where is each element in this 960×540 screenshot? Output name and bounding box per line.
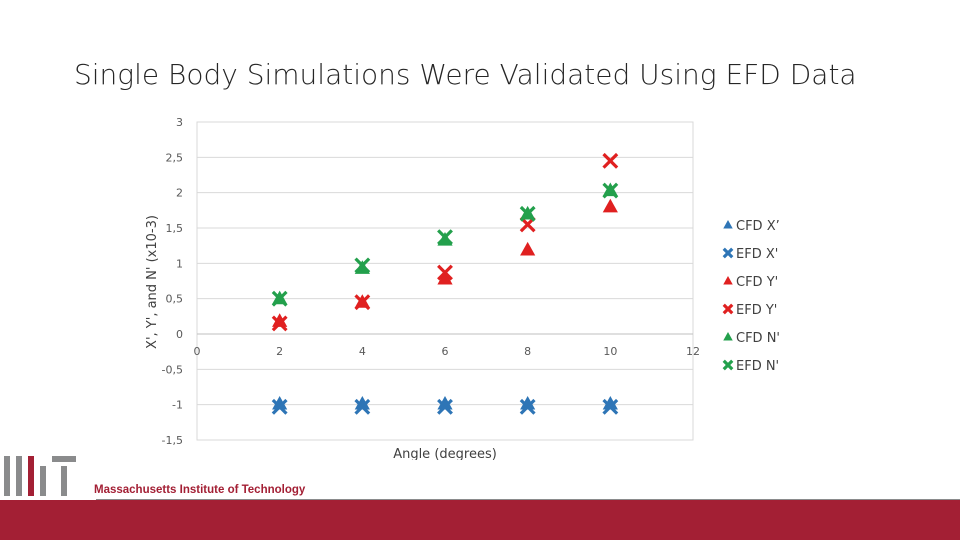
- y-tick-label: 0: [176, 328, 183, 341]
- y-tick-label: 1,5: [166, 222, 184, 235]
- data-point: [520, 241, 536, 256]
- legend-marker: [722, 359, 734, 371]
- legend-label: EFD N': [736, 359, 779, 374]
- data-point: [271, 398, 288, 415]
- data-point: [437, 398, 453, 415]
- data-point: [437, 270, 453, 285]
- data-markers: [271, 152, 619, 415]
- data-point: [354, 257, 371, 274]
- data-point: [437, 229, 453, 246]
- footer: Massachusetts Institute of Technology: [0, 452, 960, 540]
- slide-title: Single Body Simulations Were Validated U…: [74, 58, 857, 91]
- data-point: [602, 398, 619, 415]
- data-point: [354, 294, 371, 311]
- data-point: [437, 395, 453, 410]
- legend: CFD X’ EFD X' CFD Y' EFD Y' CFD N' EFD N': [722, 219, 780, 374]
- mit-logo: [4, 456, 76, 496]
- y-tick-label: -1,5: [162, 434, 183, 447]
- legend-marker: [723, 276, 733, 285]
- y-tick-labels: -1,5 -1 -0,5 0 0,5 1 1,5 2 2,5 3: [162, 116, 183, 447]
- data-point: [520, 395, 536, 410]
- legend-label: EFD X': [736, 247, 778, 262]
- data-point: [519, 398, 536, 415]
- y-tick-label: 0,5: [166, 293, 184, 306]
- scatter-chart: -1,5 -1 -0,5 0 0,5 1 1,5 2 2,5 3 0 2 4 6 8 10 12 CFD X’…: [145, 116, 780, 460]
- y-tick-label: 2: [176, 187, 183, 200]
- legend-marker: [722, 303, 734, 315]
- data-point: [602, 198, 618, 213]
- y-tick-label: -0,5: [162, 363, 183, 376]
- data-point: [354, 398, 371, 415]
- x-tick-label: 6: [442, 345, 449, 358]
- data-point: [272, 313, 288, 327]
- legend-label: CFD Y': [736, 275, 778, 290]
- footer-band: [0, 500, 960, 540]
- x-tick-labels: 0 2 4 6 8 10 12: [194, 345, 701, 358]
- x-tick-label: 2: [276, 345, 283, 358]
- x-tick-label: 10: [603, 345, 617, 358]
- data-point: [437, 264, 453, 281]
- legend-marker: [723, 220, 733, 229]
- x-tick-label: 4: [359, 345, 366, 358]
- y-axis-label: X', Y', and N' (x10-3): [145, 215, 160, 349]
- data-point: [271, 315, 288, 332]
- x-tick-label: 0: [194, 345, 201, 358]
- data-point: [519, 205, 536, 222]
- data-point: [602, 152, 619, 169]
- legend-marker: [723, 332, 733, 341]
- y-tick-label: 1: [176, 257, 183, 270]
- data-point: [272, 395, 288, 410]
- legend-label: EFD Y': [736, 303, 777, 318]
- data-point: [602, 182, 619, 199]
- data-point: [602, 395, 618, 410]
- legend-marker: [722, 247, 734, 259]
- y-tick-label: -1: [172, 399, 183, 412]
- legend-label: CFD X’: [736, 219, 780, 234]
- data-point: [271, 290, 288, 307]
- x-tick-label: 12: [686, 345, 700, 358]
- y-tick-label: 2,5: [166, 151, 184, 164]
- data-point: [354, 395, 370, 410]
- x-tick-label: 8: [524, 345, 531, 358]
- legend-label: CFD N': [736, 331, 780, 346]
- x-axis-label: Angle (degrees): [393, 447, 497, 460]
- y-tick-label: 3: [176, 116, 183, 129]
- institute-name: Massachusetts Institute of Technology: [94, 484, 306, 496]
